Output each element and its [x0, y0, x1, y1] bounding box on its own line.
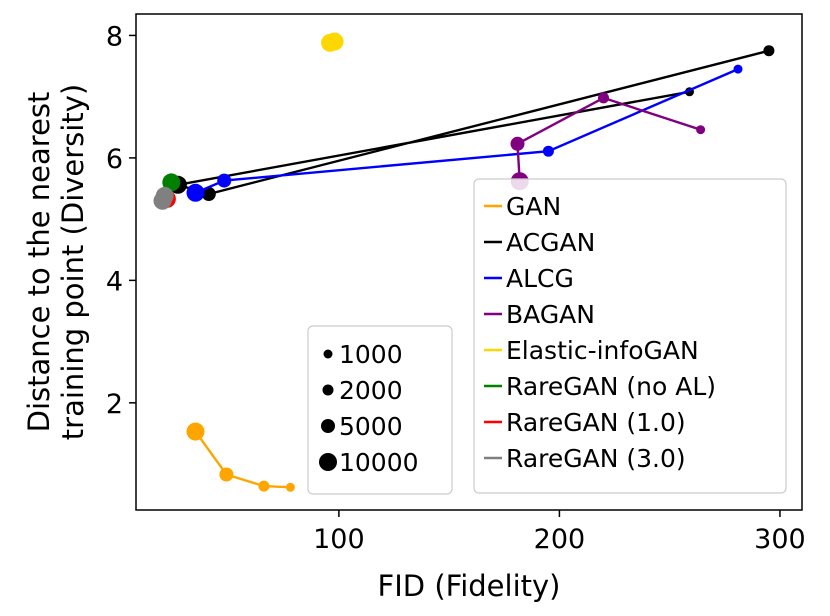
size-legend-marker-1	[322, 384, 334, 396]
size-legend: 1000 2000 5000 10000	[307, 325, 453, 495]
legend-label-6: RareGAN (1.0)	[506, 408, 686, 437]
data-point-0-3	[186, 422, 205, 441]
size-legend-items: 1000 2000 5000 10000	[319, 340, 419, 477]
size-legend-label-2: 5000	[339, 412, 403, 441]
size-legend-label-3: 10000	[339, 448, 419, 477]
data-point-3-2	[510, 136, 525, 151]
series-legend-items: GAN ACGAN ALCG BAGAN Elastic-infoGAN RareGAN …	[484, 192, 716, 473]
size-legend-marker-3	[319, 453, 337, 471]
series-4	[321, 32, 344, 52]
y-tick-label-0: 2	[106, 389, 123, 420]
plot-frame	[135, 13, 803, 511]
data-point-2-2	[217, 173, 232, 188]
x-axis-label: FID (Fidelity)	[378, 569, 561, 603]
size-legend-marker-2	[321, 419, 335, 433]
size-legend-marker-0	[323, 349, 333, 359]
series-line-0	[194, 430, 291, 489]
tick-layer: 100 200 300 2 4 6 8	[106, 21, 806, 555]
y-axis-label-line-1: Distance to the nearest	[22, 92, 56, 433]
legend-label-2: ALCG	[506, 264, 574, 293]
legend-label-0: GAN	[506, 192, 561, 221]
x-tick-label-2: 300	[754, 524, 806, 555]
size-legend-label-1: 2000	[339, 376, 403, 405]
series-0	[186, 422, 295, 492]
data-point-0-2	[219, 467, 234, 482]
data-point-3-1	[598, 92, 609, 104]
data-point-1-1	[201, 187, 216, 201]
data-point-5-0	[162, 173, 181, 192]
y-axis-label: Distance to the nearest training point (…	[22, 84, 90, 440]
data-point-2-0	[733, 64, 743, 74]
x-tick-label-1: 200	[534, 524, 586, 555]
legend-label-5: RareGAN (no AL)	[506, 372, 716, 401]
data-point-0-0	[285, 482, 295, 492]
series-line-2	[195, 67, 739, 194]
legend-label-3: BAGAN	[506, 300, 595, 329]
data-point-1-0	[763, 45, 775, 57]
series-5	[162, 173, 181, 192]
data-point-2-1	[542, 145, 554, 157]
legend-label-1: ACGAN	[506, 228, 595, 257]
x-tick-label-0: 100	[313, 524, 365, 555]
series-legend: GAN ACGAN ALCG BAGAN Elastic-infoGAN RareGAN …	[473, 178, 787, 494]
y-tick-label-1: 4	[106, 266, 123, 297]
data-point-0-1	[258, 480, 270, 492]
y-tick-label-2: 6	[106, 144, 123, 175]
legend-label-7: RareGAN (3.0)	[506, 444, 686, 473]
y-tick-label-3: 8	[106, 21, 123, 52]
data-point-7-1	[155, 186, 174, 205]
size-legend-frame	[307, 325, 453, 495]
y-axis-label-line-2: training point (Diversity)	[56, 84, 90, 440]
data-point-4-1	[325, 32, 344, 51]
data-point-3-0	[696, 125, 706, 135]
size-legend-label-0: 1000	[339, 340, 403, 369]
series-7	[153, 186, 174, 210]
series-legend-frame	[473, 178, 787, 494]
data-point-2-3	[186, 183, 205, 202]
legend-label-4: Elastic-infoGAN	[506, 336, 699, 365]
series-line-3	[516, 96, 701, 182]
